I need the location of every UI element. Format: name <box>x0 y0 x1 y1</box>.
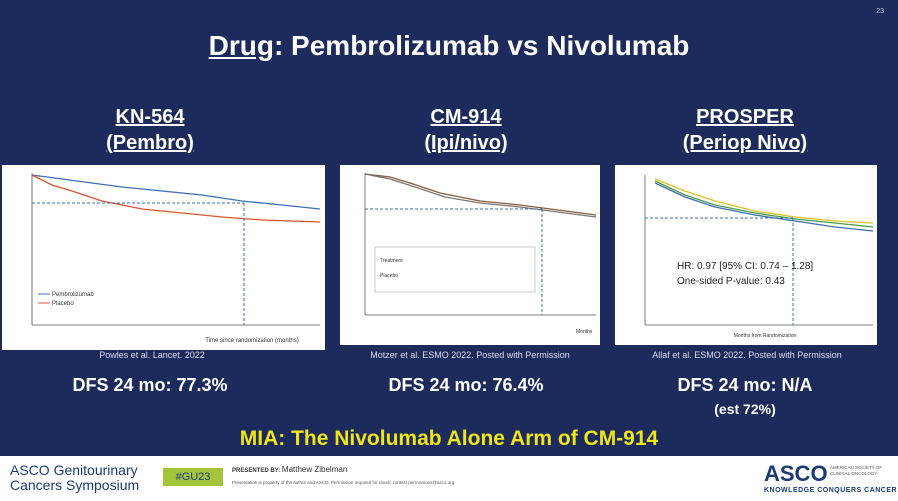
trial-subtitle: (Periop Nivo) <box>682 132 808 154</box>
org-logo: ASCO <box>764 461 828 486</box>
legend-label: Placebo <box>52 301 74 307</box>
result: DFS 24 mo: 76.4% <box>388 375 544 395</box>
title-keyword: Drug <box>208 30 274 61</box>
legend-label: Pembrolizumab <box>52 292 94 298</box>
km-plot: Pembrolizumab Placebo Time since randomi… <box>2 165 325 350</box>
presented-by-label: PRESENTED BY: <box>232 468 281 474</box>
org-name: AMERICAN SOCIETY OF CLINICAL ONCOLOGY <box>830 465 883 476</box>
title-rest: : Pembrolizumab vs Nivolumab <box>273 30 690 61</box>
tagline: KNOWLEDGE CONQUERS CANCER <box>764 487 898 494</box>
slide-number: 23 <box>876 8 884 15</box>
trial-subtitle: (Ipi/nivo) <box>424 132 508 154</box>
km-plot: Treatment Placebo Months <box>340 165 600 345</box>
disclaimer: Presentation is property of the author a… <box>232 480 455 485</box>
citation: Powles et al. Lancet. 2022 <box>99 350 205 360</box>
highlight: MIA: The Nivolumab Alone Arm of CM-914 <box>239 427 659 450</box>
x-axis-label: Time since randomization (months) <box>205 338 298 344</box>
footer: ASCO Genitourinary Cancers Symposium #GU… <box>0 456 898 501</box>
hazard-ratio: HR: 0.97 [95% CI: 0.74 – 1.28] <box>677 261 813 272</box>
result: DFS 24 mo: 77.3% <box>72 375 228 395</box>
hashtag: #GU23 <box>163 468 223 486</box>
meeting-line: Cancers Symposium <box>10 477 140 493</box>
result: DFS 24 mo: N/A <box>677 375 813 395</box>
table-label: Treatment <box>380 258 403 264</box>
citation: Allaf et al. ESMO 2022. Posted with Perm… <box>652 350 842 360</box>
trial: CM-914 <box>430 106 502 128</box>
km-plot: HR: 0.97 [95% CI: 0.74 – 1.28] One-sided… <box>615 165 877 345</box>
citation: Motzer et al. ESMO 2022. Posted with Per… <box>370 350 570 360</box>
trial: PROSPER <box>696 106 794 128</box>
presenter-line: PRESENTED BY: Matthew Zibelman <box>232 465 347 474</box>
x-axis-label: Months from Randomization <box>734 333 797 339</box>
x-axis-label: Months <box>576 329 593 335</box>
title: Drug: Pembrolizumab vs Nivolumab <box>0 30 898 62</box>
presenter: Matthew Zibelman <box>281 465 348 474</box>
trial: KN-564 <box>115 106 185 128</box>
p-value: One-sided P-value: 0.43 <box>677 276 785 287</box>
meeting: ASCO Genitourinary Cancers Symposium <box>10 463 139 493</box>
table-label: Placebo <box>380 273 398 279</box>
meeting-line: ASCO Genitourinary <box>10 462 138 478</box>
result-note: (est 72%) <box>714 401 776 417</box>
trial-subtitle: (Pembro) <box>106 132 194 154</box>
